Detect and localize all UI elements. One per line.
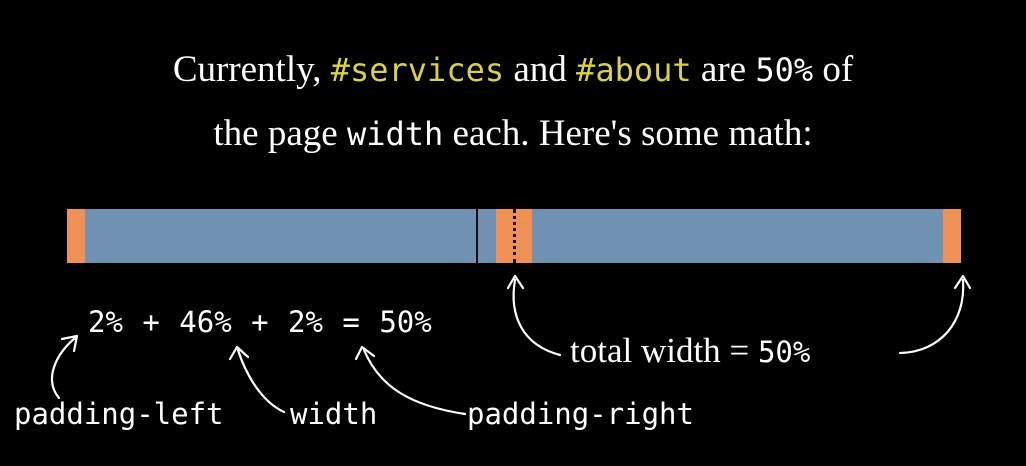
about-padding-left <box>514 209 532 263</box>
padding-divider <box>476 209 478 263</box>
total-width-left-arrow <box>512 278 562 357</box>
total-width-left-arrowhead <box>506 274 525 290</box>
intro-and: and <box>504 49 577 90</box>
total-width-label: total width <box>570 331 721 370</box>
total-equals: = <box>720 331 758 370</box>
width-arrow <box>236 348 286 414</box>
selector-services: #services <box>330 51 505 89</box>
padding-left-arrow <box>50 336 77 400</box>
padding-right-arrow <box>362 348 467 416</box>
intro-of: of <box>813 49 854 90</box>
services-content <box>85 209 497 263</box>
padding-left-arrowhead <box>60 334 79 353</box>
intro-text: Currently, #services and #about are 50% … <box>0 38 1026 166</box>
width-bar <box>67 209 961 263</box>
intro-line-2: the page width each. Here's some math: <box>0 102 1026 166</box>
intro-line2-suffix: each. Here's some math: <box>443 113 813 154</box>
total-width-right-arrow <box>898 278 965 355</box>
midpoint-divider <box>513 209 516 263</box>
intro-percent: 50% <box>755 51 814 89</box>
selector-about: #about <box>576 51 692 89</box>
intro-prefix: Currently, <box>172 49 331 90</box>
padding-right-label: padding-right <box>467 397 694 431</box>
intro-line2-prefix: the page <box>213 113 347 154</box>
padding-left-label: padding-left <box>14 397 224 431</box>
services-padding-right <box>496 209 514 263</box>
total-width-value: 50% <box>757 335 811 369</box>
intro-are: are <box>691 49 756 90</box>
total-width-annotation: total width = 50% <box>570 331 810 371</box>
width-equation: 2% + 46% + 2% = 50% <box>88 305 432 339</box>
total-width-right-arrowhead <box>953 274 972 290</box>
padding-right-arrowhead <box>354 345 376 361</box>
about-padding-right <box>943 209 961 263</box>
about-content <box>532 209 944 263</box>
width-keyword: width <box>346 115 444 153</box>
width-arrowhead <box>228 345 250 361</box>
intro-line-1: Currently, #services and #about are 50% … <box>0 38 1026 102</box>
width-label: width <box>290 397 378 431</box>
services-padding-left <box>67 209 85 263</box>
